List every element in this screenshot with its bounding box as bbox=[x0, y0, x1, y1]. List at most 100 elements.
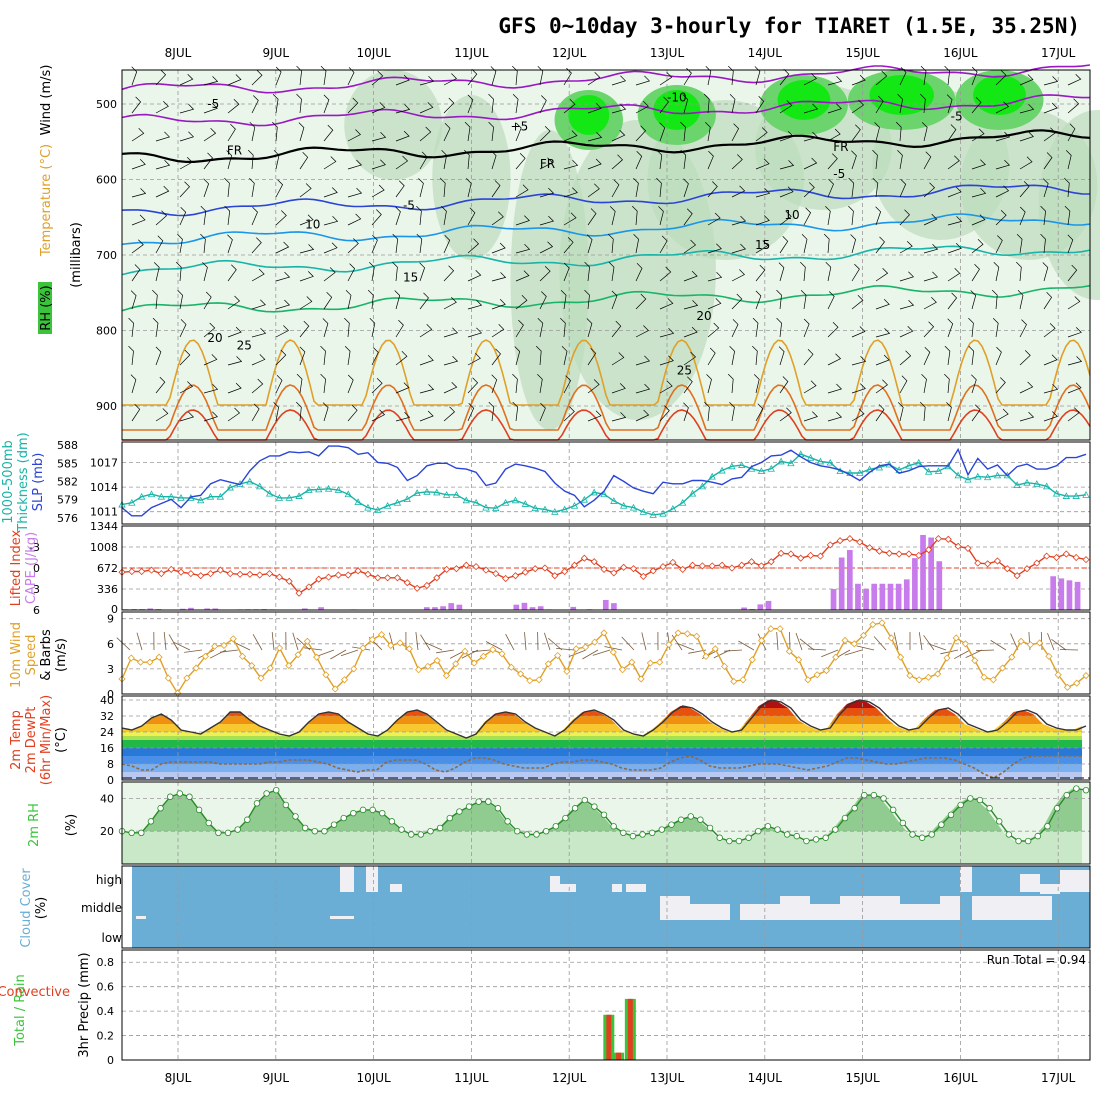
axis-label: (%) bbox=[34, 897, 49, 920]
wind-barb bbox=[582, 649, 599, 660]
cloud-clear-block bbox=[740, 904, 780, 920]
rh-series-point bbox=[456, 808, 463, 815]
wind-speed-series-point bbox=[1045, 652, 1053, 660]
wind-barb bbox=[659, 122, 666, 142]
wind-barb bbox=[755, 158, 770, 170]
thickness-series-point bbox=[344, 490, 352, 498]
wind-barb bbox=[776, 317, 782, 338]
wind-barb bbox=[227, 74, 242, 86]
li-series-point bbox=[1013, 572, 1021, 580]
wind-speed-series-point bbox=[313, 653, 321, 661]
rh-series-point bbox=[330, 821, 338, 828]
rh-series-point bbox=[176, 790, 184, 797]
contour-label: -10 bbox=[667, 91, 687, 105]
wind-barb bbox=[116, 637, 131, 651]
wind-barb bbox=[395, 319, 404, 338]
panel-upper-air-frame bbox=[121, 69, 1091, 441]
wind-barb bbox=[755, 240, 769, 254]
wind-barb bbox=[995, 408, 1009, 422]
wind-barb bbox=[488, 93, 494, 114]
cloud-clear-block bbox=[560, 884, 576, 892]
wind-barb bbox=[827, 128, 841, 142]
wind-barb bbox=[131, 404, 141, 422]
wind-barb bbox=[249, 122, 256, 142]
cape-bar bbox=[537, 606, 544, 610]
wind-barb bbox=[971, 263, 980, 282]
rh-series-point bbox=[224, 829, 232, 837]
wind-speed-series-point bbox=[665, 641, 673, 649]
thickness-series-point bbox=[393, 498, 402, 506]
wind-barb bbox=[251, 69, 263, 86]
wind-barb bbox=[827, 76, 843, 86]
panel-rh2m: 20 40 2m RH (%) bbox=[27, 782, 1090, 864]
wind-barb bbox=[560, 289, 567, 310]
wind-barb bbox=[275, 325, 289, 338]
cape-bar bbox=[1058, 578, 1065, 610]
li-series-point bbox=[285, 577, 293, 585]
cloud-clear-block bbox=[626, 884, 646, 892]
thickness-series-point bbox=[669, 504, 677, 512]
wind-barb bbox=[991, 289, 998, 310]
wind-barb bbox=[323, 94, 330, 114]
wind-barb bbox=[728, 65, 734, 86]
wind-speed-series-point bbox=[211, 642, 219, 650]
thickness-series-point bbox=[452, 491, 461, 498]
wind-barb bbox=[872, 149, 878, 170]
cape-tick: 1344 bbox=[90, 520, 118, 533]
wind-speed-series-point bbox=[887, 634, 895, 642]
thickness-series-point bbox=[1013, 481, 1021, 489]
temp-band bbox=[122, 764, 1082, 772]
wind-barb bbox=[776, 631, 779, 651]
thickness-series-point bbox=[374, 506, 382, 513]
thickness-series-point bbox=[137, 492, 146, 500]
li-series-point bbox=[757, 562, 765, 570]
wind-barb bbox=[275, 179, 284, 198]
slp-tick: 1017 bbox=[90, 457, 118, 470]
wind-barb bbox=[899, 209, 910, 226]
wind-barb bbox=[344, 317, 350, 338]
wind-barb bbox=[177, 289, 183, 310]
wind-barb bbox=[1019, 131, 1034, 142]
axis-label: Lifted Index bbox=[9, 529, 24, 606]
wind-barb bbox=[611, 75, 627, 86]
wind-barb bbox=[251, 299, 266, 310]
wind-barb bbox=[656, 177, 662, 198]
wind-barb bbox=[800, 289, 807, 310]
wind-speed-series-point bbox=[544, 660, 552, 668]
cape-bar bbox=[887, 583, 894, 610]
wind-barb bbox=[491, 324, 505, 338]
wind-barb bbox=[633, 233, 639, 254]
wind-barb bbox=[1019, 74, 1034, 86]
cape-bar bbox=[318, 607, 324, 610]
wind-barb bbox=[995, 101, 1010, 114]
wind-barb bbox=[539, 95, 547, 114]
rh-series-point bbox=[311, 828, 318, 835]
wind-barb bbox=[299, 214, 314, 226]
wind-barb bbox=[371, 70, 384, 86]
wind-barb bbox=[1043, 76, 1059, 86]
rh-swatch bbox=[38, 282, 52, 334]
wind-barb bbox=[539, 266, 551, 282]
wind-barb bbox=[659, 72, 673, 86]
rh-series-point bbox=[716, 834, 723, 841]
rh-series-point bbox=[600, 811, 608, 818]
day-label-top: 16JUL bbox=[943, 46, 978, 60]
li-series-point bbox=[472, 563, 480, 571]
wind-barb bbox=[851, 383, 866, 394]
li-series-point bbox=[167, 565, 175, 573]
wind-barb bbox=[419, 102, 434, 114]
wind-barb bbox=[731, 269, 745, 282]
wind-barb bbox=[851, 263, 860, 282]
thickness-series-point bbox=[383, 501, 392, 509]
thickness-series-point bbox=[492, 504, 500, 512]
wind-barb bbox=[971, 374, 977, 394]
wind-barb bbox=[656, 149, 663, 170]
wind-barb bbox=[851, 294, 864, 310]
wind-barb bbox=[844, 649, 863, 656]
wind-speed-series-point bbox=[924, 673, 932, 681]
li-series-point bbox=[718, 561, 726, 569]
rh-series-point bbox=[571, 805, 579, 812]
wind-barb bbox=[799, 638, 815, 651]
wind-barb bbox=[899, 375, 908, 394]
li-series-point bbox=[738, 561, 746, 569]
